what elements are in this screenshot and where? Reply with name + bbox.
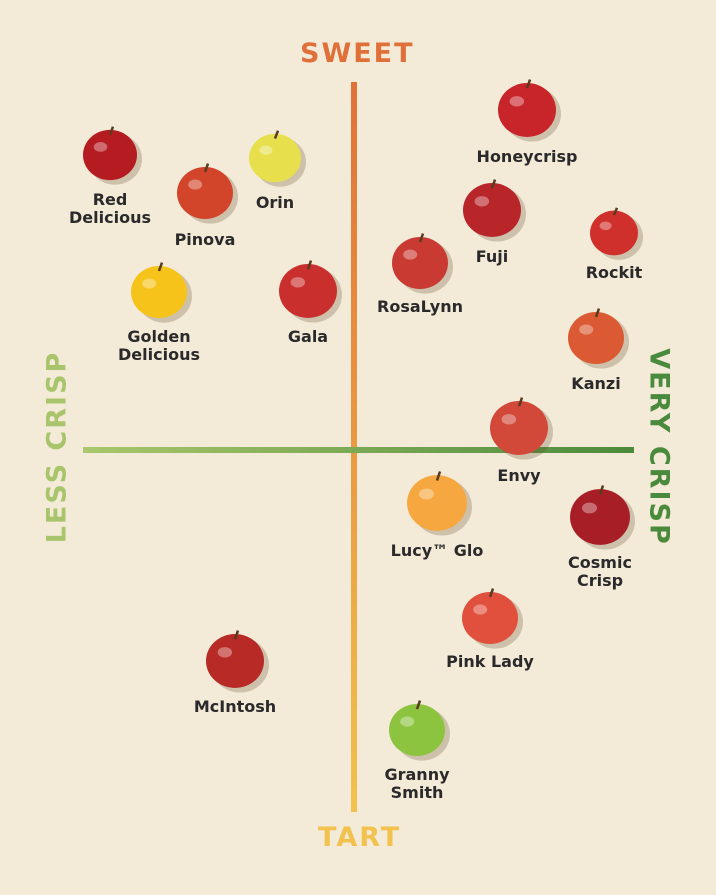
apple [206, 630, 269, 693]
apple-highlight [582, 502, 597, 514]
apple-highlight [599, 221, 612, 231]
apple-stem [490, 179, 497, 189]
apple-body [463, 183, 521, 237]
apple [570, 485, 635, 550]
apple-label: Rockit [585, 263, 643, 282]
crisp-axis [83, 447, 634, 453]
apple-body [462, 591, 518, 645]
apple-body [568, 311, 624, 365]
apple [568, 308, 629, 369]
apple-body [490, 401, 548, 455]
axis-label-top: SWEET [300, 38, 415, 69]
apple-highlight [419, 488, 434, 500]
apple-stem [108, 126, 115, 136]
apple-stem [488, 588, 495, 598]
apple [177, 163, 238, 224]
apple-stem [233, 630, 240, 640]
apple [392, 233, 453, 294]
apple-label: Cosmic Crisp [568, 553, 632, 590]
apple-label: McIntosh [193, 697, 277, 716]
apple-stem [517, 397, 524, 407]
apple-label: Honeycrisp [476, 147, 578, 166]
apple-highlight [509, 96, 525, 107]
apple-label: Fuji [475, 247, 509, 266]
apple-label: Pinova [174, 230, 236, 249]
apple-highlight [474, 196, 490, 207]
apple-label: Orin [255, 193, 295, 212]
apple-stem [418, 233, 425, 243]
apple-highlight [217, 647, 233, 658]
apple-body [279, 264, 337, 318]
apple-highlight [403, 249, 418, 260]
apple-label: Granny Smith [384, 765, 450, 802]
apple-stem [435, 471, 442, 481]
apple-body [389, 703, 445, 757]
apple [590, 207, 643, 260]
apple-label: Golden Delicious [118, 327, 200, 364]
apple-stem [525, 79, 532, 89]
apple [389, 700, 450, 761]
apple-highlight [142, 278, 157, 289]
apple-highlight [501, 414, 517, 425]
apple-label: Gala [287, 327, 329, 346]
apple-stem [203, 163, 210, 173]
apple-stem [594, 308, 601, 318]
apple [131, 262, 192, 323]
apple-body [83, 129, 137, 181]
apple-label: Pink Lady [446, 652, 534, 671]
apple [463, 179, 526, 242]
axis-label-right: VERY CRISP [643, 348, 675, 546]
apple [462, 588, 523, 649]
apple-highlight [579, 324, 594, 335]
apple-stem [273, 130, 280, 139]
apple-stem [598, 485, 605, 495]
apple-body [407, 475, 467, 531]
apple-stem [157, 262, 164, 272]
apple-highlight [400, 716, 415, 727]
apple-body [590, 210, 638, 256]
apple [498, 79, 561, 142]
apple-label: Lucy™ Glo [390, 541, 484, 560]
axis-label-bottom: TART [318, 822, 402, 853]
apple-body [177, 166, 233, 220]
apple [83, 126, 142, 185]
apple-highlight [473, 604, 488, 615]
apple-body [498, 83, 556, 137]
apple [490, 397, 553, 460]
apple-highlight [290, 277, 306, 288]
apple-body [131, 265, 187, 319]
apple-label: Envy [497, 466, 541, 485]
apple-stem [306, 260, 313, 270]
apple-stem [612, 207, 619, 216]
apple-highlight [93, 142, 108, 152]
apple-label: Kanzi [571, 374, 621, 393]
apple-body [206, 634, 264, 688]
apple-body [570, 489, 630, 545]
apple-highlight [188, 179, 203, 190]
apple-label: Red Delicious [69, 190, 151, 227]
apple-body [249, 133, 301, 183]
apple [407, 471, 472, 536]
apple [249, 130, 306, 187]
apple-stem [415, 700, 422, 710]
apple-label: RosaLynn [377, 297, 463, 316]
apple-highlight [259, 145, 273, 155]
apple-body [392, 236, 448, 290]
axis-label-left: LESS CRISP [41, 350, 73, 544]
apple [279, 260, 342, 323]
